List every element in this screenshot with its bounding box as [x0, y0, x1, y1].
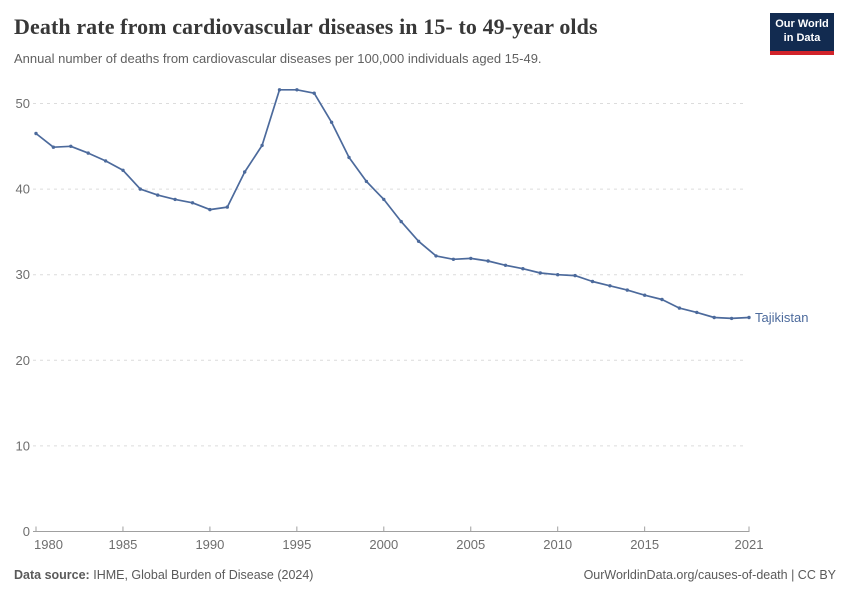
x-tick-label: 1980 [34, 537, 63, 552]
data-point[interactable] [469, 256, 473, 261]
y-tick-label: 0 [23, 524, 30, 539]
y-tick-label: 30 [16, 267, 30, 282]
x-tick-label: 2000 [369, 537, 398, 552]
data-point[interactable] [695, 310, 699, 315]
data-point[interactable] [660, 297, 664, 302]
data-point[interactable] [138, 187, 142, 191]
x-tick-label: 2010 [543, 537, 572, 552]
data-point[interactable] [156, 193, 160, 197]
data-point[interactable] [556, 273, 560, 277]
chart-footer: Data source: IHME, Global Burden of Dise… [14, 568, 836, 582]
data-point[interactable] [260, 143, 264, 148]
line-chart[interactable]: 0 10 20 30 40 50 1980 1985 1990 1995 2000 2005 2010 2… [0, 80, 850, 558]
data-point[interactable] [51, 145, 56, 149]
data-point[interactable] [312, 91, 316, 95]
data-point[interactable] [573, 273, 577, 278]
data-point[interactable] [521, 267, 525, 271]
data-point[interactable] [277, 88, 282, 92]
data-point[interactable] [729, 316, 734, 321]
data-point[interactable] [608, 284, 612, 288]
data-point[interactable] [208, 207, 212, 212]
data-point[interactable] [625, 288, 629, 292]
owid-logo[interactable]: Our World in Data [770, 13, 834, 55]
data-point[interactable] [34, 131, 38, 136]
data-point[interactable] [86, 151, 90, 155]
data-point[interactable] [225, 205, 229, 209]
series-line[interactable] [35, 88, 750, 320]
data-point[interactable] [712, 315, 716, 320]
data-point[interactable] [364, 179, 369, 184]
data-point[interactable] [103, 159, 108, 163]
chart-title: Death rate from cardiovascular diseases … [14, 14, 598, 39]
data-point[interactable] [434, 254, 438, 258]
data-point[interactable] [486, 259, 490, 263]
data-point[interactable] [121, 168, 125, 172]
owid-logo-red-bar [770, 51, 834, 55]
data-point[interactable] [503, 263, 508, 267]
data-point[interactable] [399, 219, 403, 224]
series-end-label[interactable]: Tajikistan [755, 310, 808, 325]
x-tick-label: 1990 [195, 537, 224, 552]
data-point[interactable] [173, 197, 177, 202]
data-source-note: Data source: IHME, Global Burden of Dise… [14, 568, 313, 582]
owid-logo-line1: Our World [775, 18, 829, 31]
data-point[interactable] [347, 155, 351, 160]
data-point[interactable] [643, 293, 647, 297]
y-tick-label: 10 [16, 438, 30, 453]
data-point[interactable] [451, 257, 456, 261]
data-point[interactable] [747, 315, 751, 320]
data-point[interactable] [295, 88, 299, 92]
x-tick-label: 2015 [630, 537, 659, 552]
y-tick-label: 20 [16, 353, 30, 368]
data-point[interactable] [69, 144, 73, 148]
data-source-label: Data source: [14, 568, 90, 582]
y-tick-label: 40 [16, 182, 30, 197]
x-tick-label: 1995 [282, 537, 311, 552]
data-source-value: IHME, Global Burden of Disease (2024) [93, 568, 314, 582]
data-point[interactable] [677, 306, 682, 310]
owid-logo-box: Our World in Data [770, 13, 834, 51]
data-point[interactable] [382, 197, 386, 202]
data-point[interactable] [329, 120, 334, 124]
data-point[interactable] [190, 201, 195, 205]
data-point[interactable] [590, 279, 595, 284]
y-tick-label: 50 [16, 96, 30, 111]
owid-logo-line2: in Data [783, 32, 821, 44]
data-point[interactable] [538, 271, 542, 275]
data-point[interactable] [243, 170, 247, 174]
chart-subtitle: Annual number of deaths from cardiovascu… [14, 51, 542, 66]
data-point[interactable] [416, 239, 421, 243]
credit-link[interactable]: OurWorldinData.org/causes-of-death | CC … [583, 568, 836, 582]
x-tick-label: 1985 [108, 537, 137, 552]
x-tick-label: 2021 [735, 537, 764, 552]
x-tick-label: 2005 [456, 537, 485, 552]
